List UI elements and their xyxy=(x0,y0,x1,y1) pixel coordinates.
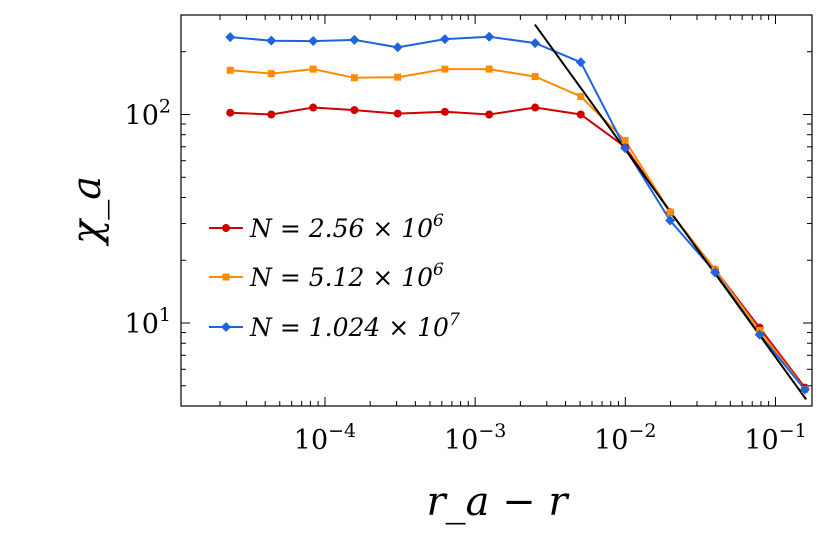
data-point xyxy=(350,106,359,115)
data-point xyxy=(225,32,236,43)
data-point xyxy=(575,57,586,68)
data-point xyxy=(309,103,318,112)
data-point xyxy=(226,108,235,117)
data-point xyxy=(349,34,360,45)
data-point xyxy=(393,109,402,118)
legend: N = 2.56 × 106 N = 5.12 × 106 N = 1.024 × … xyxy=(209,211,460,342)
data-point xyxy=(531,73,539,81)
legend-label: N = 2.56 × 106 xyxy=(249,211,444,243)
data-point xyxy=(226,66,234,74)
data-point xyxy=(392,42,403,53)
data-point xyxy=(710,267,721,278)
y-axis-ticks: 101 102 xyxy=(125,14,812,407)
y-axis-label: χ_a xyxy=(64,176,110,247)
data-point xyxy=(621,137,629,145)
x-axis-label: r_a − r xyxy=(426,479,570,525)
legend-label: N = 5.12 × 106 xyxy=(249,260,444,292)
data-point xyxy=(666,208,674,216)
data-point xyxy=(665,215,676,226)
data-point xyxy=(267,110,276,119)
data-point xyxy=(754,329,765,340)
x-tick-label: 10−3 xyxy=(444,420,506,456)
data-point xyxy=(620,143,631,154)
data-point xyxy=(577,92,585,100)
series-layer xyxy=(225,23,810,401)
data-point xyxy=(799,384,810,395)
x-axis-ticks: 10−4 10−3 10−2 10−1 xyxy=(219,15,807,456)
data-point xyxy=(576,110,585,119)
data-point xyxy=(441,65,449,73)
data-point xyxy=(266,35,277,46)
x-tick-label: 10−2 xyxy=(594,420,656,456)
plot-frame xyxy=(180,14,813,407)
y-tick-label: 101 xyxy=(125,304,171,340)
data-point xyxy=(308,36,319,47)
series-line-n-5-12-10-6 xyxy=(230,68,806,391)
x-tick-label: 10−1 xyxy=(744,420,806,456)
x-tick-label: 10−4 xyxy=(294,420,356,456)
data-point xyxy=(484,31,495,42)
data-point xyxy=(394,73,402,81)
data-point xyxy=(267,70,275,78)
y-tick-label: 102 xyxy=(125,95,171,131)
data-point xyxy=(439,34,450,45)
data-point xyxy=(309,65,317,73)
legend-swatch-marker xyxy=(222,273,230,281)
data-point xyxy=(530,38,541,49)
data-point xyxy=(531,103,540,112)
data-point xyxy=(350,74,358,82)
legend-swatch-marker xyxy=(222,224,230,232)
series-line-n-2-56-10-6 xyxy=(230,106,806,389)
data-point xyxy=(485,65,493,73)
legend-swatch-marker xyxy=(221,322,231,332)
data-point xyxy=(440,107,449,116)
data-point xyxy=(485,110,494,119)
legend-label: N = 1.024 × 107 xyxy=(249,310,460,342)
